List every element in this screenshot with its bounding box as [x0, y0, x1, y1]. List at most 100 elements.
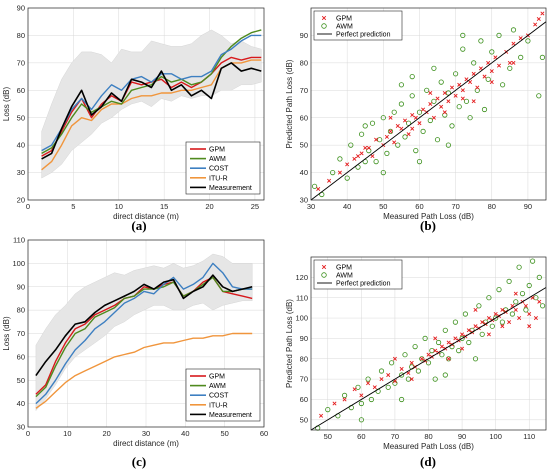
point-awm — [485, 76, 491, 82]
point-gpm — [417, 121, 422, 126]
point-awm — [429, 347, 435, 354]
point-awm — [416, 159, 423, 165]
point-gpm — [406, 132, 411, 137]
point-gpm — [395, 123, 400, 128]
caption-a: (a) — [131, 218, 146, 233]
point-awm — [506, 278, 512, 284]
x-tick-label: 30 — [142, 429, 150, 438]
point-awm — [373, 159, 379, 165]
point-awm — [516, 264, 522, 270]
point-awm — [422, 335, 428, 341]
y-tick-label: 40 — [17, 399, 25, 408]
point-awm — [409, 93, 415, 99]
point-gpm — [332, 401, 337, 406]
y-tick-label: 70 — [300, 86, 308, 95]
perfect-prediction-line — [310, 21, 547, 201]
legend-a: GPM AWM COST ITU-R Measurement — [185, 141, 261, 195]
point-awm — [456, 104, 462, 110]
point-awm — [507, 65, 513, 71]
point-gpm — [500, 307, 505, 312]
panel-b: 30 40 50 60 70 80 90 30 40 50 60 70 80 90 Measured P… — [285, 7, 547, 233]
point-awm — [402, 352, 408, 358]
x-tick-label: 25 — [251, 202, 259, 211]
point-awm — [402, 134, 408, 140]
point-awm — [424, 87, 430, 93]
point-gpm — [316, 187, 321, 192]
y-tick-label: 30 — [17, 168, 25, 177]
point-awm — [427, 117, 433, 124]
point-awm — [358, 400, 364, 407]
point-gpm — [439, 344, 444, 349]
point-gpm — [388, 115, 393, 120]
point-gpm — [386, 373, 391, 378]
point-gpm — [399, 126, 404, 131]
point-gpm — [511, 41, 516, 46]
point-gpm — [496, 63, 502, 68]
point-gpm — [392, 140, 397, 145]
point-gpm — [319, 413, 324, 418]
point-awm — [416, 109, 423, 115]
point-gpm — [473, 324, 478, 329]
point-gpm — [518, 36, 523, 41]
x-tick-label: 0 — [26, 429, 30, 438]
legend-marker-gpm — [321, 264, 327, 270]
point-gpm — [486, 316, 491, 321]
point-awm — [452, 71, 459, 77]
legend-label: GPM — [336, 16, 352, 23]
point-awm — [325, 406, 331, 413]
point-awm — [385, 384, 391, 390]
point-awm — [533, 295, 539, 301]
point-awm — [472, 356, 479, 362]
point-awm — [369, 120, 376, 126]
legend-label: GPM — [336, 265, 352, 272]
point-awm — [478, 38, 484, 44]
point-gpm — [433, 348, 438, 353]
point-awm — [539, 54, 546, 61]
series-line-cost — [35, 262, 253, 405]
y-tick-label: 60 — [300, 113, 308, 122]
point-gpm — [370, 154, 375, 159]
point-gpm — [536, 16, 541, 21]
legend-label: Perfect prediction — [336, 281, 391, 288]
panel-c: 0 10 20 30 40 50 60 30 40 50 60 70 80 90 100 110 direc… — [2, 236, 268, 469]
y-tick-label: 80 — [300, 58, 308, 67]
y-tick-label: 20 — [17, 196, 25, 205]
point-gpm — [426, 352, 431, 357]
point-gpm — [466, 328, 471, 333]
point-awm — [466, 339, 472, 346]
y-tick-label: 50 — [17, 113, 25, 122]
point-awm — [398, 101, 404, 107]
legend-marker-gpm — [321, 15, 327, 21]
point-gpm — [342, 397, 347, 402]
legend-label: GPM — [209, 147, 225, 154]
point-gpm — [489, 80, 494, 85]
point-gpm — [500, 324, 505, 329]
point-gpm — [475, 85, 480, 90]
point-awm — [445, 356, 452, 362]
series-line-awm — [35, 276, 253, 398]
legend-c: GPM AWM COST ITU-R Measurement — [185, 368, 261, 422]
point-awm — [358, 417, 364, 423]
point-gpm — [513, 291, 518, 296]
x-tick-label: 70 — [391, 432, 399, 441]
point-gpm — [392, 356, 397, 361]
x-tick-label: 30 — [307, 202, 315, 211]
point-awm — [439, 352, 445, 358]
point-awm — [405, 376, 411, 382]
legend-label: AWM — [209, 156, 226, 163]
caption-c: (c) — [132, 454, 146, 469]
point-awm — [368, 396, 374, 403]
point-awm — [509, 311, 516, 317]
point-awm — [489, 323, 495, 329]
point-awm — [434, 137, 441, 143]
y-tick-label: 90 — [17, 282, 25, 291]
x-tick-label: 50 — [379, 202, 387, 211]
y-tick-label: 40 — [17, 141, 25, 150]
y-axis-label-c: Loss (dB) — [2, 316, 11, 351]
point-gpm — [345, 162, 350, 167]
point-awm — [358, 131, 365, 137]
point-gpm — [355, 154, 361, 159]
point-gpm — [486, 60, 491, 65]
point-gpm — [435, 96, 440, 101]
